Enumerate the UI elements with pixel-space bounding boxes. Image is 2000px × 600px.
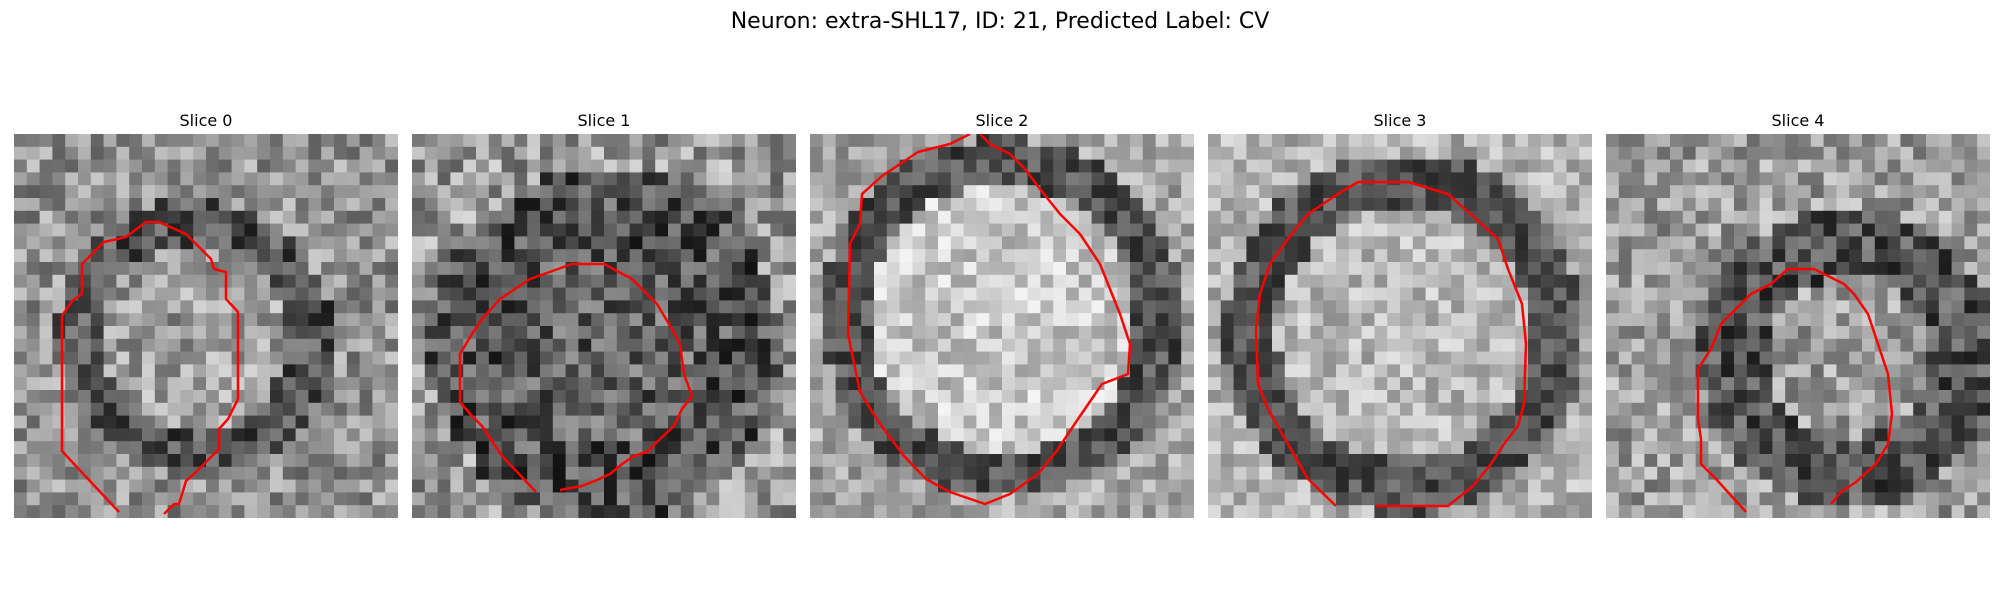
contour-line bbox=[1696, 267, 1894, 513]
pixel-grid bbox=[412, 134, 796, 518]
slice-panel-0: Slice 0 bbox=[14, 108, 398, 518]
slice-title: Slice 4 bbox=[1771, 111, 1825, 130]
contour-line bbox=[846, 134, 1132, 506]
slice-image bbox=[412, 134, 796, 518]
slice-image bbox=[1208, 134, 1592, 518]
contour-line bbox=[1254, 180, 1528, 508]
slice-title: Slice 2 bbox=[975, 111, 1029, 130]
slice-image bbox=[810, 134, 1194, 518]
slice-panel-1: Slice 1 bbox=[412, 108, 796, 518]
slice-panel-2: Slice 2 bbox=[810, 108, 1194, 518]
slice-image bbox=[1606, 134, 1990, 518]
slice-title: Slice 1 bbox=[577, 111, 631, 130]
contour-line bbox=[458, 262, 694, 493]
pixel-grid bbox=[14, 134, 398, 518]
figure-title: Neuron: extra-SHL17, ID: 21, Predicted L… bbox=[730, 9, 1270, 34]
slice-title: Slice 0 bbox=[179, 111, 233, 130]
pixel-grid bbox=[1606, 134, 1990, 518]
slice-title: Slice 3 bbox=[1373, 111, 1427, 130]
contour-line bbox=[60, 220, 240, 515]
slice-panel-4: Slice 4 bbox=[1606, 108, 1990, 518]
slice-panel-3: Slice 3 bbox=[1208, 108, 1592, 518]
pixel-grid bbox=[1208, 134, 1592, 518]
pixel-grid bbox=[810, 134, 1194, 518]
slice-image bbox=[14, 134, 398, 518]
